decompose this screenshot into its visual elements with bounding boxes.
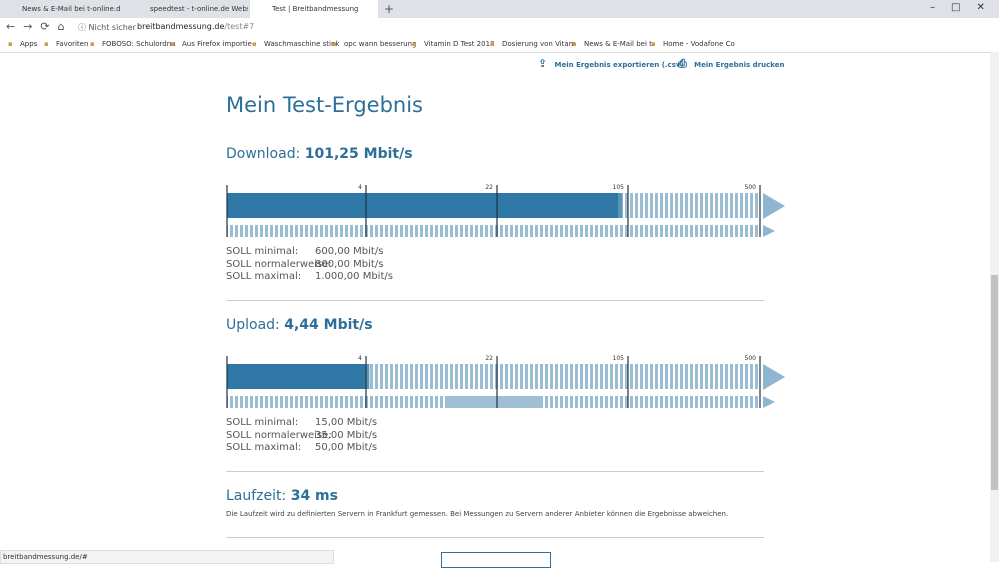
bookmark-icon: ▪ — [332, 40, 337, 48]
soll-value: 15,00 Mbit/s — [315, 417, 378, 428]
scrollbar — [990, 52, 999, 562]
arrow-small — [763, 225, 775, 237]
url-path: /test#7 — [224, 22, 255, 31]
soll-label: SOLL maximal: — [226, 442, 302, 453]
scroll-thumb[interactable] — [991, 275, 998, 490]
soll-value: 1.000,00 Mbit/s — [315, 271, 393, 282]
bookmark[interactable]: FOBOSO: Schulordnu — [102, 40, 176, 48]
bookmark[interactable]: Aus Firefox importie — [182, 40, 252, 48]
security-text: Nicht sicher — [88, 23, 136, 32]
bookmark[interactable]: Dosierung von Vitam — [502, 40, 576, 48]
export-text: Mein Ergebnis exportieren (.csv) — [554, 61, 684, 69]
section-heading: Laufzeit: 34 ms — [226, 488, 338, 504]
button[interactable] — [441, 552, 551, 568]
bookmark[interactable]: opc wann besserung — [344, 40, 417, 48]
bookmark[interactable]: Favoriten — [56, 40, 89, 48]
window-controls[interactable]: –□✕ — [930, 2, 999, 13]
arrow — [763, 193, 785, 219]
soll-label: SOLL minimal: — [226, 417, 299, 428]
scale-label: 105 — [613, 355, 625, 362]
soll-label: SOLL minimal: — [226, 246, 299, 257]
bookmark[interactable]: Home - Vodafone Co — [663, 40, 735, 48]
bookmark-icon: ▪ — [490, 40, 495, 48]
tab[interactable]: News & E-Mail bei t-online.de | B — [22, 5, 120, 13]
section-heading: Upload: 4,44 Mbit/s — [226, 317, 373, 333]
url[interactable]: breitbandmessung.de/test#7 — [137, 22, 254, 31]
print-text: Mein Ergebnis drucken — [694, 61, 785, 69]
toolbar — [0, 18, 999, 53]
soll-label: SOLL normalerweise: — [226, 429, 332, 441]
bookmark-icon: ▪ — [412, 40, 417, 48]
measured-bar — [227, 193, 623, 218]
bookmark-icon: ▪ — [8, 40, 13, 48]
measured-bar — [227, 364, 370, 389]
soll-value: 50,00 Mbit/s — [315, 442, 378, 453]
gauge: 4 22 105 500 — [226, 184, 785, 237]
reference-track — [227, 225, 760, 237]
bookmark-icon: ▪ — [44, 40, 49, 48]
value: 34 ms — [290, 488, 338, 504]
bookmark[interactable]: News & E-Mail bei t — [584, 40, 652, 48]
value: 4,44 Mbit/s — [284, 317, 373, 333]
security[interactable]: ⓘ Nicht sicher — [78, 23, 136, 32]
bookmark-icon: ▪ — [651, 40, 656, 48]
tab-active[interactable]: Test | Breitbandmessung — [250, 0, 378, 18]
url-host: breitbandmessung.de — [137, 22, 225, 31]
bookmark-icon: ▪ — [252, 40, 257, 48]
measured-edge — [618, 193, 623, 218]
section-heading: Download: 101,25 Mbit/s — [226, 146, 413, 162]
bookmark-icon: ▪ — [90, 40, 95, 48]
soll-value: 35,00 Mbit/s — [315, 429, 378, 441]
soll-value: 800,00 Mbit/s — [315, 258, 384, 270]
scale-label: 105 — [613, 184, 625, 191]
divider — [226, 300, 764, 301]
nav-buttons[interactable]: ←→⟳⌂ — [6, 20, 73, 33]
export-link[interactable]: ⇪ Mein Ergebnis exportieren (.csv) — [538, 57, 684, 70]
bookmark[interactable]: Waschmaschine stink — [264, 40, 340, 48]
tab[interactable]: speedtest - t-online.de Websuch — [150, 5, 248, 13]
bookmark-icon: ▪ — [170, 40, 175, 48]
page-title: Mein Test-Ergebnis — [226, 93, 423, 117]
latency-note: Die Laufzeit wird zu definierten Servern… — [226, 510, 729, 518]
arrow — [763, 364, 785, 390]
divider — [226, 537, 764, 538]
divider — [226, 471, 764, 472]
gauge: 4 22 105 500 — [226, 355, 785, 408]
tab-strip: News & E-Mail bei t-online.de | B speedt… — [0, 0, 999, 18]
label: Laufzeit: — [226, 488, 287, 504]
scale-label: 22 — [485, 355, 493, 362]
scale-label: 4 — [358, 355, 362, 362]
soll-label: SOLL maximal: — [226, 271, 302, 282]
soll-value: 600,00 Mbit/s — [315, 246, 384, 257]
new-tab[interactable]: + — [384, 2, 395, 16]
soll-range — [446, 396, 542, 408]
measured-edge — [365, 364, 370, 389]
soll-label: SOLL normalerweise: — [226, 258, 332, 270]
scale-label: 500 — [745, 355, 757, 362]
scale-label: 4 — [358, 184, 362, 191]
bookmark-icon: ▪ — [572, 40, 577, 48]
scale-label: 22 — [485, 184, 493, 191]
arrow-small — [763, 396, 775, 408]
value: 101,25 Mbit/s — [304, 146, 413, 162]
print-link[interactable]: ⎙ Mein Ergebnis drucken — [678, 57, 785, 70]
label: Download: — [226, 146, 301, 162]
bookmark[interactable]: Vitamin D Test 2018 — [424, 40, 495, 48]
scale-label: 500 — [745, 184, 757, 191]
bookmark[interactable]: Apps — [20, 40, 38, 48]
label: Upload: — [226, 317, 280, 333]
